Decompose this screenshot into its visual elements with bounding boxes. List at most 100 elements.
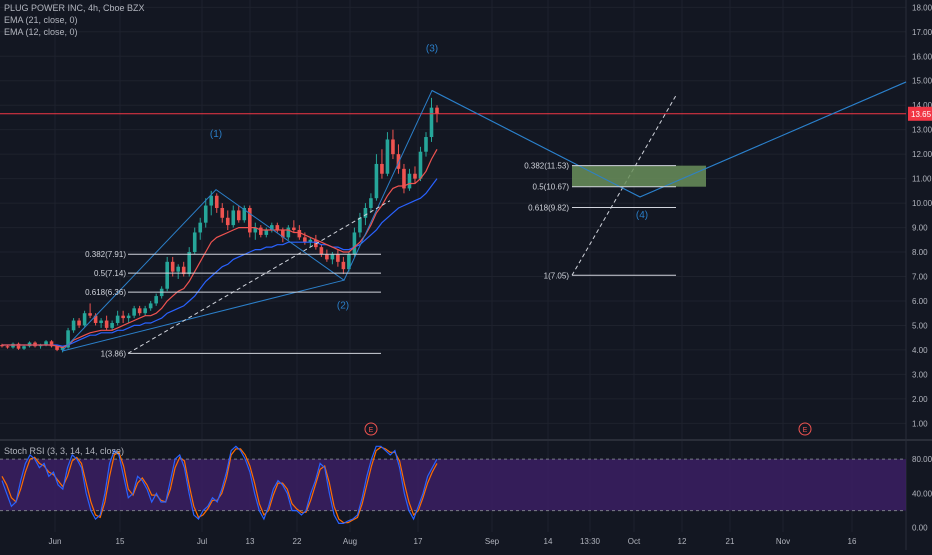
candle: [110, 322, 114, 328]
x-tick-label: 17: [414, 537, 423, 546]
wave-label: (2): [337, 300, 349, 311]
y-tick-label: 12.00: [912, 150, 932, 159]
candle: [104, 320, 109, 328]
x-tick-label: 12: [678, 537, 687, 546]
y-tick-label: 15.00: [912, 77, 932, 86]
candle: [407, 173, 412, 189]
candle: [38, 345, 43, 347]
candle: [132, 308, 136, 316]
candle: [270, 225, 274, 231]
candle: [325, 254, 329, 260]
candle: [303, 237, 307, 243]
candle: [363, 207, 368, 218]
y-tick-label: 11.00: [912, 175, 932, 184]
candle: [247, 207, 252, 233]
candle: [192, 232, 197, 253]
x-tick-label: Oct: [628, 537, 641, 546]
candle: [148, 303, 153, 309]
last-price-label: 13.65: [911, 110, 932, 119]
y-tick-label: 9.00: [912, 224, 928, 233]
candle: [286, 227, 291, 238]
candle: [292, 227, 296, 231]
x-tick-label: 22: [293, 537, 302, 546]
candle: [429, 107, 434, 138]
candle: [115, 315, 120, 323]
symbol-legend: PLUG POWER INC, 4h, Cboe BZX: [4, 3, 145, 13]
candle: [154, 296, 158, 304]
x-tick-label: Nov: [776, 537, 790, 546]
y-tick-label: 4.00: [912, 346, 928, 355]
candle: [88, 313, 92, 316]
candle: [297, 230, 302, 238]
x-tick-label: 14: [544, 537, 553, 546]
fib-level-label: 1(3.86): [101, 349, 127, 358]
y-tick-label: 8.00: [912, 248, 928, 257]
candle: [369, 198, 373, 208]
candle: [435, 107, 439, 114]
last-price-tag: [908, 106, 932, 121]
candle: [402, 168, 406, 189]
candle: [5, 346, 10, 348]
wave-label: (3): [426, 43, 438, 54]
ema21-legend: EMA (21, close, 0): [4, 15, 78, 25]
candle: [391, 139, 395, 155]
candle: [242, 207, 247, 221]
candle: [77, 320, 81, 326]
candle: [0, 345, 4, 347]
candle: [413, 173, 417, 179]
ema21-line: [2, 178, 438, 347]
candle: [424, 137, 428, 152]
candle: [121, 315, 125, 319]
candle: [187, 252, 192, 275]
candle: [214, 195, 219, 208]
candle: [236, 210, 241, 221]
event-marker-label: E: [803, 427, 808, 434]
candle: [225, 217, 230, 226]
wave-label: (4): [636, 210, 648, 221]
candle: [99, 320, 103, 323]
y-tick-label: 10.00: [912, 199, 932, 208]
dashed-trend-line: [127, 200, 391, 354]
candle: [181, 266, 186, 275]
candle: [49, 341, 54, 347]
x-tick-label: Jun: [49, 537, 62, 546]
fib-level-label: 0.5(7.14): [94, 269, 126, 278]
candle: [374, 163, 379, 199]
x-tick-label: 16: [848, 537, 857, 546]
candle: [82, 313, 87, 326]
event-marker: [798, 422, 812, 436]
x-tick-label: Jul: [197, 537, 207, 546]
y-tick-label: 16.00: [912, 52, 932, 61]
candle: [358, 217, 362, 233]
rsi-k-line: [1, 445, 438, 525]
candle: [22, 346, 26, 349]
candle: [308, 239, 313, 243]
ema12-legend: EMA (12, close, 0): [4, 27, 78, 37]
event-marker: [364, 422, 378, 436]
candle: [16, 343, 21, 349]
candle: [55, 346, 59, 350]
x-tick-label: Aug: [343, 537, 357, 546]
candle: [220, 207, 225, 218]
fib-zone: [572, 165, 706, 187]
fib-level-label: 0.382(7.91): [85, 250, 126, 259]
candle: [258, 227, 263, 235]
y-tick-label: 14.00: [912, 101, 932, 110]
y-tick-label: 6.00: [912, 297, 928, 306]
y-tick-label: 1.00: [912, 419, 928, 428]
candle: [198, 222, 203, 233]
candle: [385, 139, 390, 174]
elliott-wave-overlay: [431, 81, 907, 198]
y-tick-label: 17.00: [912, 28, 932, 37]
x-tick-label: Sep: [485, 537, 500, 546]
candle: [66, 330, 70, 348]
candle: [209, 195, 214, 206]
x-tick-label: 15: [116, 537, 125, 546]
candle: [165, 261, 169, 289]
candle: [418, 151, 423, 179]
candle: [126, 315, 131, 319]
fib-level-label: 0.5(10.67): [533, 183, 570, 192]
